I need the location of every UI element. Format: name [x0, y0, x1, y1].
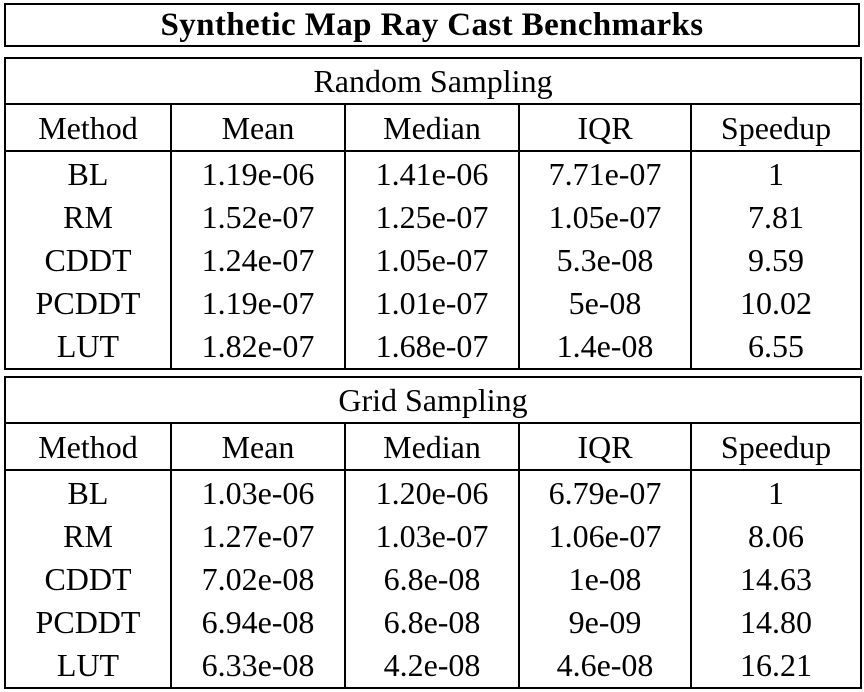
- column-header-method: Method: [5, 104, 171, 152]
- table-row: PCDDT 1.19e-07 1.01e-07 5e-08 10.02: [5, 281, 862, 325]
- mean-cell: 1.19e-06: [170, 151, 345, 196]
- median-cell: 4.2e-08: [344, 643, 519, 688]
- column-header-method: Method: [5, 423, 171, 471]
- table-row: CDDT 7.02e-08 6.8e-08 1e-08 14.63: [5, 557, 861, 601]
- column-header-speedup: Speedup: [689, 104, 862, 152]
- section-heading: Grid Sampling: [5, 377, 861, 424]
- iqr-cell: 9e-09: [518, 600, 691, 644]
- table-row: LUT 1.82e-07 1.68e-07 1.4e-08 6.55: [5, 324, 862, 369]
- median-cell: 1.68e-07: [344, 324, 519, 369]
- mean-cell: 7.02e-08: [170, 557, 345, 601]
- speedup-cell: 7.81: [689, 195, 862, 239]
- mean-cell: 1.24e-07: [170, 238, 345, 282]
- speedup-cell: 9.59: [689, 238, 862, 282]
- median-cell: 1.01e-07: [344, 281, 519, 325]
- median-cell: 6.8e-08: [344, 557, 519, 601]
- table-row: PCDDT 6.94e-08 6.8e-08 9e-09 14.80: [5, 600, 861, 644]
- mean-cell: 1.03e-06: [170, 470, 345, 515]
- speedup-cell: 16.21: [690, 643, 861, 688]
- section-heading-row: Random Sampling: [5, 58, 862, 105]
- mean-cell: 6.33e-08: [170, 643, 345, 688]
- median-cell: 6.8e-08: [344, 600, 519, 644]
- method-cell: BL: [67, 474, 109, 511]
- column-header-mean: Mean: [170, 423, 345, 471]
- method-cell: LUT: [56, 647, 120, 684]
- mean-cell: 1.52e-07: [170, 195, 345, 239]
- column-header-iqr: IQR: [518, 104, 691, 152]
- mean-cell: 1.82e-07: [170, 324, 345, 369]
- method-cell: LUT: [56, 328, 120, 365]
- table-row: RM 1.27e-07 1.03e-07 1.06e-07 8.06: [5, 514, 861, 558]
- speedup-cell: 14.80: [690, 600, 861, 644]
- speedup-cell: 1: [689, 151, 862, 196]
- section-heading: Random Sampling: [5, 58, 862, 105]
- table-row: BL 1.03e-06 1.20e-06 6.79e-07 1: [5, 470, 861, 515]
- column-header-row: Method Mean Median IQR Speedup: [5, 423, 861, 471]
- iqr-cell: 4.6e-08: [518, 643, 691, 688]
- median-cell: 1.20e-06: [344, 470, 519, 515]
- speedup-cell: 6.55: [689, 324, 862, 369]
- mean-cell: 6.94e-08: [170, 600, 345, 644]
- iqr-cell: 5.3e-08: [518, 238, 691, 282]
- method-cell: PCDDT: [35, 285, 141, 322]
- mean-cell: 1.19e-07: [170, 281, 345, 325]
- column-header-iqr: IQR: [518, 423, 691, 471]
- random-sampling-table: Random Sampling Method Mean Median IQR S…: [4, 57, 863, 370]
- mean-cell: 1.27e-07: [170, 514, 345, 558]
- table-row: BL 1.19e-06 1.41e-06 7.71e-07 1: [5, 151, 862, 196]
- table-title: Synthetic Map Ray Cast Benchmarks: [4, 3, 860, 47]
- median-cell: 1.41e-06: [344, 151, 519, 196]
- table-row: RM 1.52e-07 1.25e-07 1.05e-07 7.81: [5, 195, 862, 239]
- speedup-cell: 14.63: [690, 557, 861, 601]
- median-cell: 1.25e-07: [344, 195, 519, 239]
- iqr-cell: 7.71e-07: [518, 151, 691, 196]
- method-cell: RM: [63, 517, 113, 554]
- iqr-cell: 6.79e-07: [518, 470, 691, 515]
- iqr-cell: 1.05e-07: [518, 195, 691, 239]
- column-header-median: Median: [344, 104, 519, 152]
- median-cell: 1.03e-07: [344, 514, 519, 558]
- method-cell: BL: [67, 155, 109, 192]
- speedup-cell: 1: [690, 470, 861, 515]
- method-cell: RM: [63, 198, 113, 235]
- column-header-median: Median: [344, 423, 519, 471]
- method-cell: CDDT: [44, 241, 132, 278]
- table-row: LUT 6.33e-08 4.2e-08 4.6e-08 16.21: [5, 643, 861, 688]
- section-heading-row: Grid Sampling: [5, 377, 861, 424]
- iqr-cell: 5e-08: [518, 281, 691, 325]
- column-header-row: Method Mean Median IQR Speedup: [5, 104, 862, 152]
- speedup-cell: 10.02: [689, 281, 862, 325]
- table-row: CDDT 1.24e-07 1.05e-07 5.3e-08 9.59: [5, 238, 862, 282]
- iqr-cell: 1.4e-08: [518, 324, 691, 369]
- median-cell: 1.05e-07: [344, 238, 519, 282]
- method-cell: PCDDT: [35, 604, 141, 641]
- iqr-cell: 1e-08: [518, 557, 691, 601]
- iqr-cell: 1.06e-07: [518, 514, 691, 558]
- grid-sampling-table: Grid Sampling Method Mean Median IQR Spe…: [4, 376, 862, 689]
- method-cell: CDDT: [44, 560, 132, 597]
- column-header-speedup: Speedup: [690, 423, 861, 471]
- speedup-cell: 8.06: [690, 514, 861, 558]
- column-header-mean: Mean: [170, 104, 345, 152]
